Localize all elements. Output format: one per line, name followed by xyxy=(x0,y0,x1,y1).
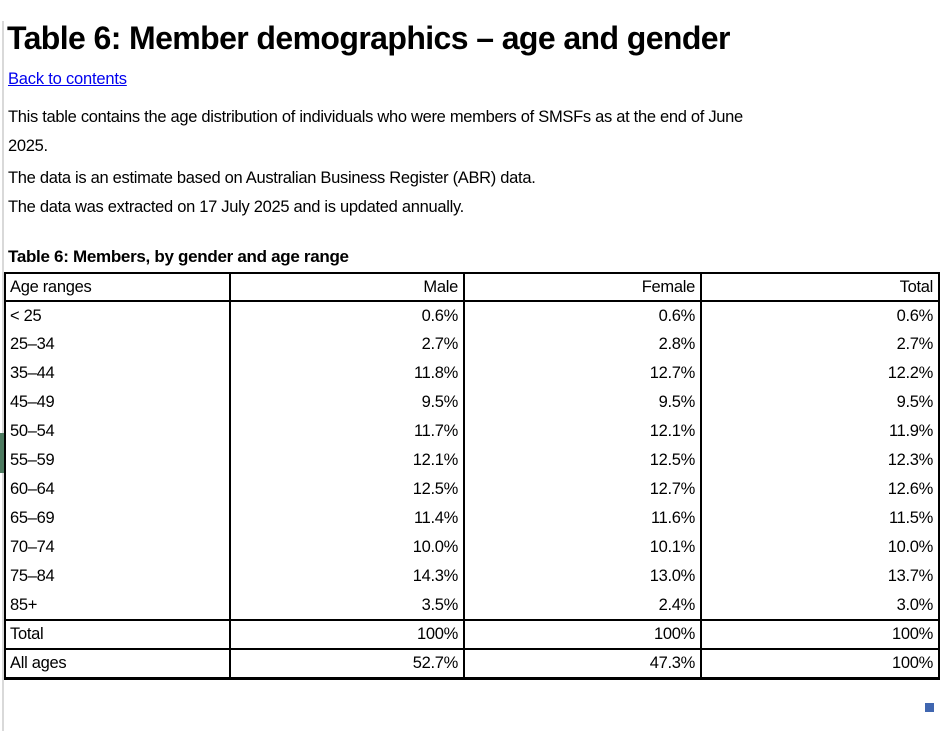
cell-male-value[interactable]: 0.6% xyxy=(229,301,464,330)
cell-total-value[interactable]: 11.9% xyxy=(700,417,939,446)
cell-female-value[interactable]: 13.0% xyxy=(463,562,701,591)
page-title: Table 6: Member demographics – age and g… xyxy=(7,20,730,56)
cell-total-value[interactable]: 12.3% xyxy=(700,446,939,475)
cell-male-value[interactable]: 2.7% xyxy=(229,330,464,359)
cell-total-value[interactable]: 13.7% xyxy=(700,562,939,591)
cell-female-value[interactable]: 12.7% xyxy=(463,359,701,388)
cell-age-range[interactable]: 55–59 xyxy=(10,451,55,469)
cell-age-range[interactable]: 70–74 xyxy=(10,538,55,556)
cell-total-value[interactable]: 2.7% xyxy=(700,330,939,359)
cell-female-value[interactable]: 12.7% xyxy=(463,475,701,504)
document-page: Table 6: Member demographics – age and g… xyxy=(0,21,940,731)
cell-age-range[interactable]: 35–44 xyxy=(10,364,55,382)
cell-total-value[interactable]: 9.5% xyxy=(700,388,939,417)
cell-female-value[interactable]: 10.1% xyxy=(463,533,701,562)
cell-male-value[interactable]: 9.5% xyxy=(229,388,464,417)
cell-age-range[interactable]: < 25 xyxy=(10,306,42,325)
cell-total-value[interactable]: 12.6% xyxy=(700,475,939,504)
cell-female-value[interactable]: 12.1% xyxy=(463,417,701,446)
cell-male-value[interactable]: 10.0% xyxy=(229,533,464,562)
cell-age-range[interactable]: 45–49 xyxy=(10,393,55,411)
table-caption: Table 6: Members, by gender and age rang… xyxy=(8,247,349,266)
cell-female-value[interactable]: 2.4% xyxy=(463,591,701,620)
cell-total-value[interactable]: 12.2% xyxy=(700,359,939,388)
cell-female-value[interactable]: 0.6% xyxy=(463,301,701,330)
selection-fill-handle[interactable] xyxy=(925,703,934,712)
table-row: Total 100% 100% 100% xyxy=(5,619,939,650)
page-left-edge-line xyxy=(2,21,4,731)
column-header-female[interactable]: Female xyxy=(463,273,701,302)
cell-female-value[interactable]: 12.5% xyxy=(463,446,701,475)
table-row: 85+ 3.5% 2.4% 3.0% xyxy=(5,591,939,620)
table-row: All ages 52.7% 47.3% 100% xyxy=(5,649,939,678)
cell-total-value[interactable]: 100% xyxy=(700,619,939,650)
cell-total-value[interactable]: 10.0% xyxy=(700,533,939,562)
column-header-total[interactable]: Total xyxy=(700,273,939,302)
table-row: 25–34 2.7% 2.8% 2.7% xyxy=(5,330,939,359)
cell-female-value[interactable]: 100% xyxy=(463,619,701,650)
table-row: 55–59 12.1% 12.5% 12.3% xyxy=(5,446,939,475)
cell-age-range[interactable]: 75–84 xyxy=(10,567,55,585)
table-row: 70–74 10.0% 10.1% 10.0% xyxy=(5,533,939,562)
left-edge-position-marker xyxy=(0,433,4,473)
column-header-age-ranges[interactable]: Age ranges xyxy=(5,273,230,302)
cell-female-value[interactable]: 11.6% xyxy=(463,504,701,533)
table-row: 45–49 9.5% 9.5% 9.5% xyxy=(5,388,939,417)
table-row: 35–44 11.8% 12.7% 12.2% xyxy=(5,359,939,388)
estimate-paragraph: The data is an estimate based on Austral… xyxy=(8,169,536,187)
cell-male-value[interactable]: 3.5% xyxy=(229,591,464,620)
cell-male-value[interactable]: 11.8% xyxy=(229,359,464,388)
cell-male-value[interactable]: 14.3% xyxy=(229,562,464,591)
intro-paragraph-line-1: This table contains the age distribution… xyxy=(8,108,743,126)
table-header-row: Age ranges Male Female Total xyxy=(5,273,939,302)
cell-age-range[interactable]: All ages xyxy=(10,653,67,672)
member-demographics-table: Age ranges Male Female Total < 25 0.6% 0… xyxy=(4,272,940,680)
table-body: < 25 0.6% 0.6% 0.6% 25–34 2.7% 2.8% 2.7%… xyxy=(5,301,939,678)
cell-female-value[interactable]: 9.5% xyxy=(463,388,701,417)
table-row: 75–84 14.3% 13.0% 13.7% xyxy=(5,562,939,591)
cell-age-range[interactable]: 25–34 xyxy=(10,335,55,353)
table-row: 60–64 12.5% 12.7% 12.6% xyxy=(5,475,939,504)
intro-paragraph-line-2: 2025. xyxy=(8,137,48,155)
cell-age-range[interactable]: 85+ xyxy=(10,595,38,614)
cell-male-value[interactable]: 12.5% xyxy=(229,475,464,504)
cell-male-value[interactable]: 52.7% xyxy=(229,649,464,678)
cell-female-value[interactable]: 47.3% xyxy=(463,649,701,678)
cell-male-value[interactable]: 100% xyxy=(229,619,464,650)
cell-male-value[interactable]: 12.1% xyxy=(229,446,464,475)
table-row: < 25 0.6% 0.6% 0.6% xyxy=(5,301,939,330)
table-row: 65–69 11.4% 11.6% 11.5% xyxy=(5,504,939,533)
cell-male-value[interactable]: 11.4% xyxy=(229,504,464,533)
cell-age-range[interactable]: 60–64 xyxy=(10,480,55,498)
cell-total-value[interactable]: 11.5% xyxy=(700,504,939,533)
extraction-date-paragraph: The data was extracted on 17 July 2025 a… xyxy=(8,198,464,216)
cell-total-value[interactable]: 3.0% xyxy=(700,591,939,620)
back-to-contents-link[interactable]: Back to contents xyxy=(8,70,127,88)
cell-age-range[interactable]: Total xyxy=(5,619,230,650)
column-header-male[interactable]: Male xyxy=(229,273,464,302)
cell-male-value[interactable]: 11.7% xyxy=(229,417,464,446)
intro-text-block: This table contains the age distribution… xyxy=(8,103,940,222)
cell-age-range[interactable]: 50–54 xyxy=(10,422,55,440)
cell-age-range[interactable]: 65–69 xyxy=(10,509,55,527)
cell-total-value[interactable]: 0.6% xyxy=(700,301,939,330)
cell-total-value[interactable]: 100% xyxy=(700,649,939,678)
cell-female-value[interactable]: 2.8% xyxy=(463,330,701,359)
table-row: 50–54 11.7% 12.1% 11.9% xyxy=(5,417,939,446)
